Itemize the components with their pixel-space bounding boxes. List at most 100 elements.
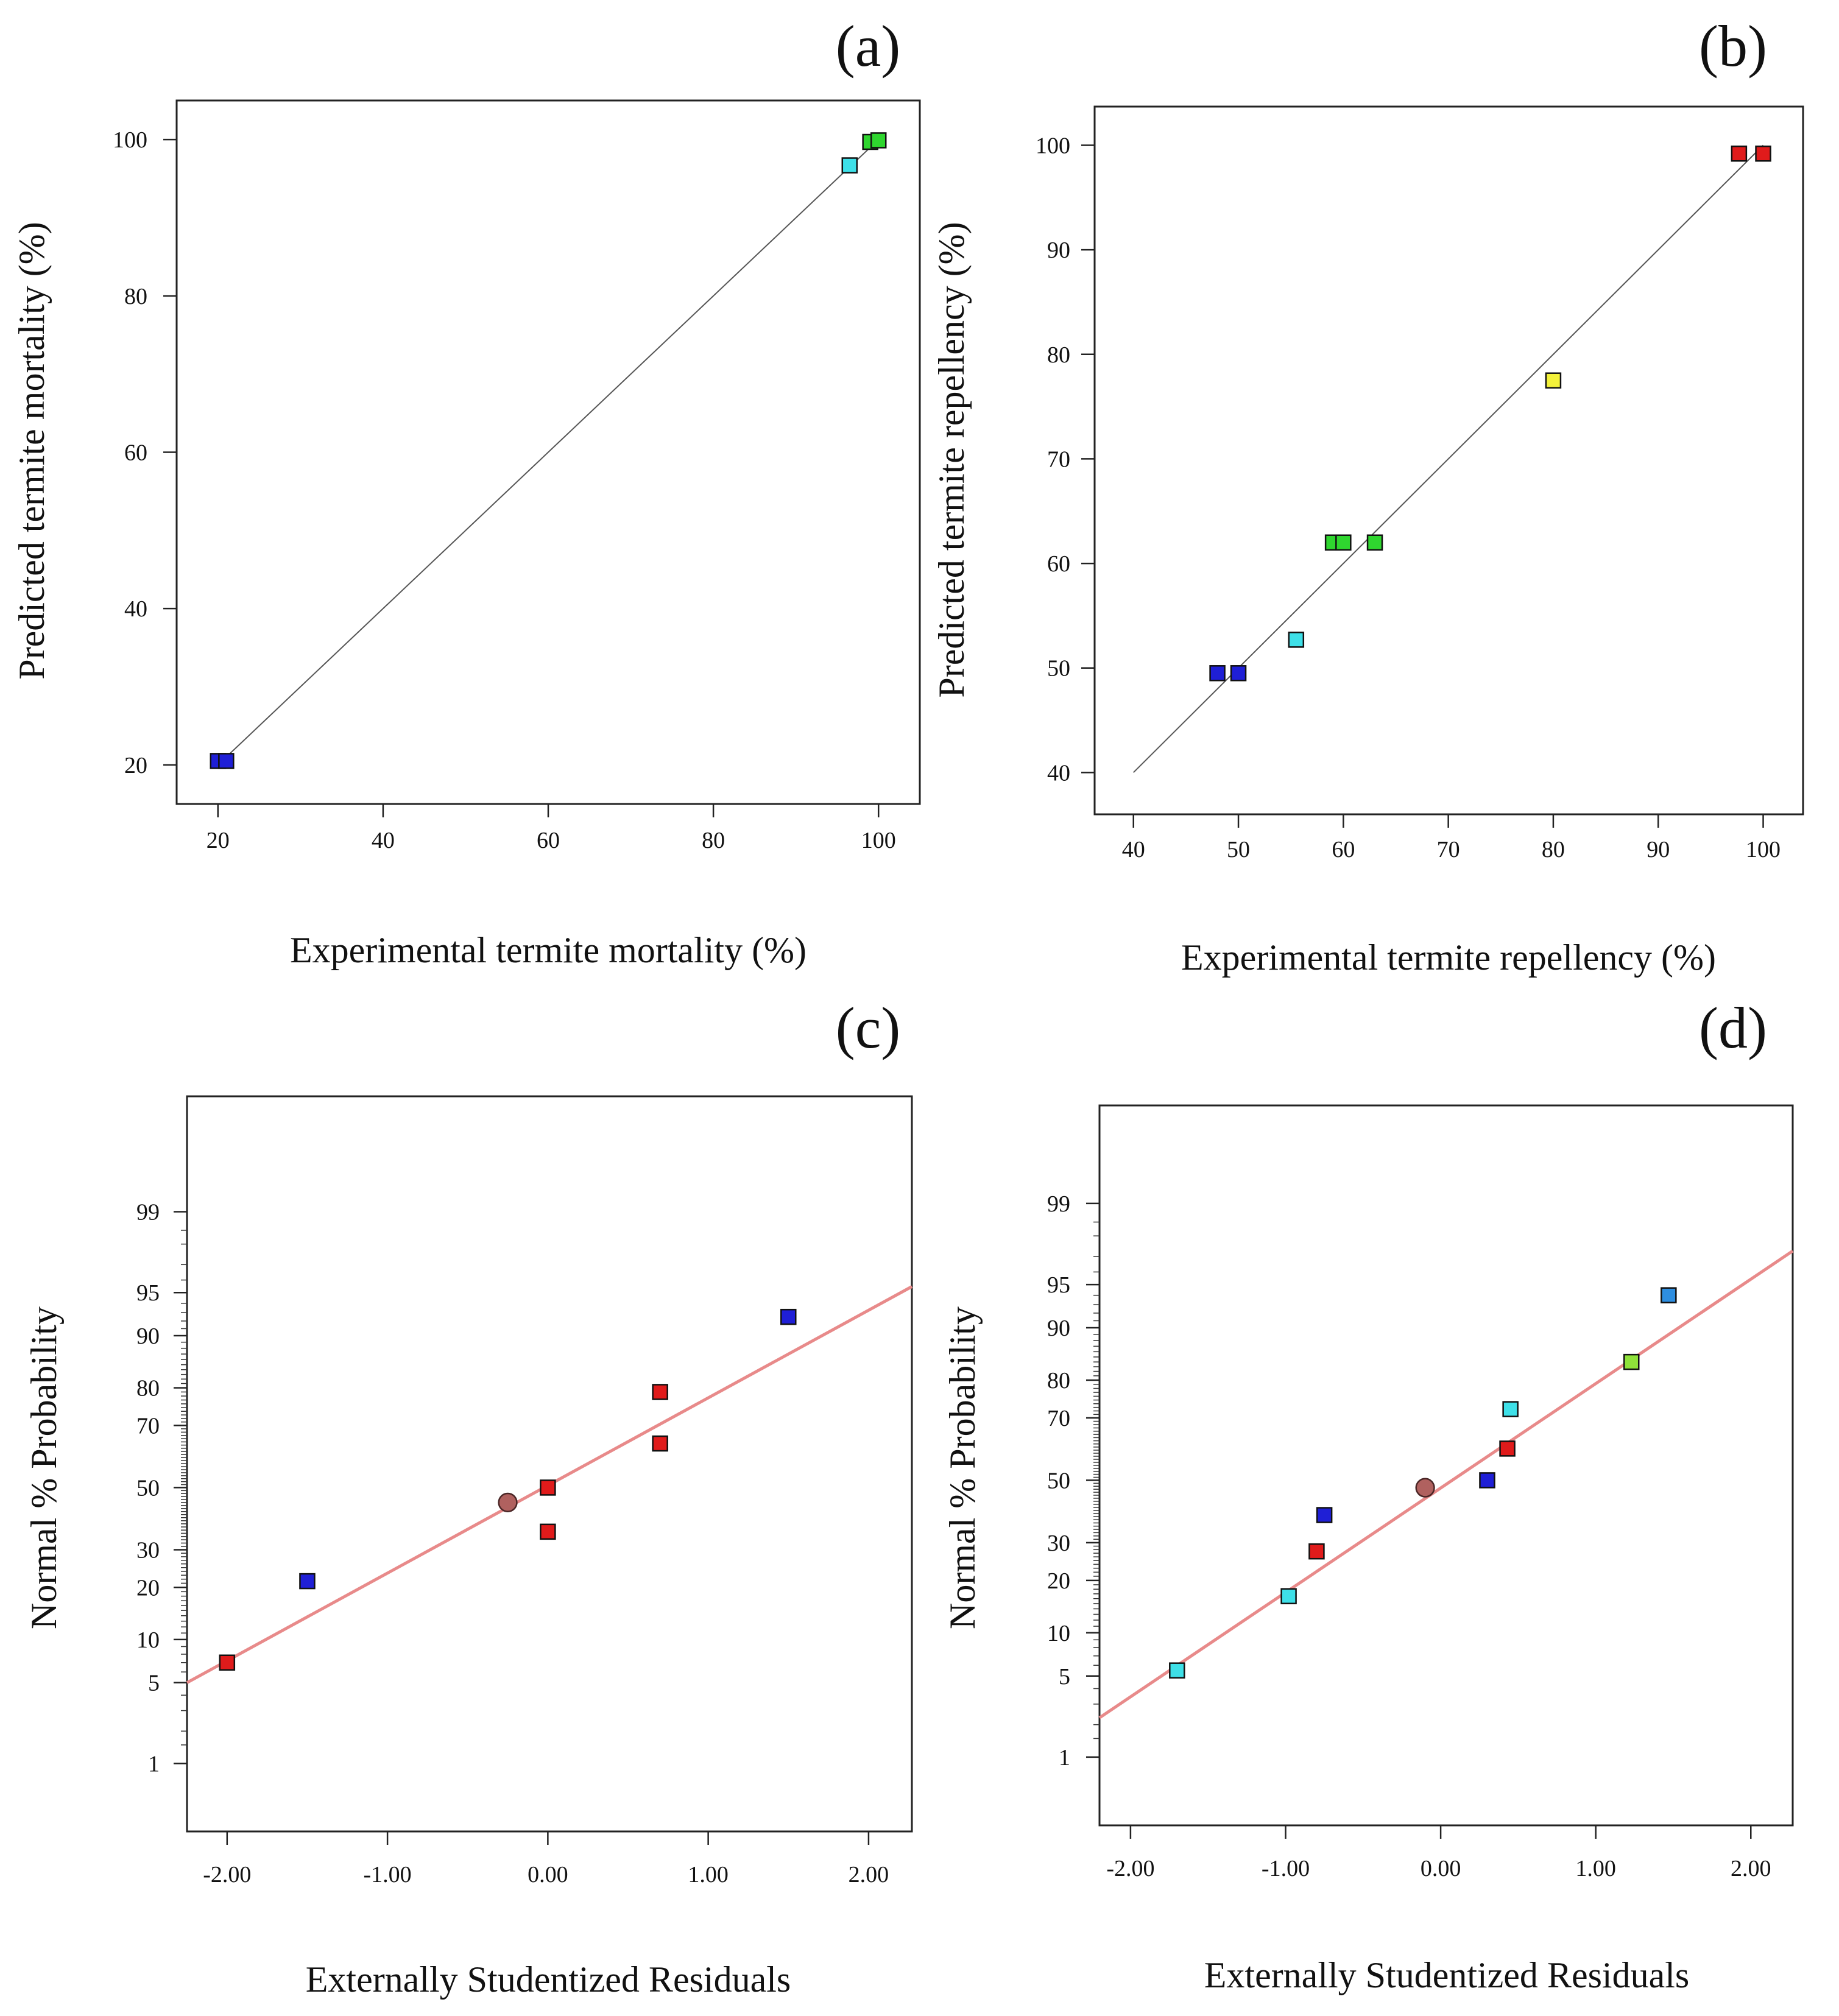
x-tick-label: 60 xyxy=(537,828,560,853)
y-axis-title: Predicted termite mortality (%) xyxy=(12,222,52,679)
x-tick-label: 40 xyxy=(1122,837,1145,862)
x-axis-title: Experimental termite repellency (%) xyxy=(1181,937,1716,978)
x-tick-label: 1.00 xyxy=(688,1862,729,1887)
data-point xyxy=(652,1435,668,1452)
y-tick-label: 100 xyxy=(1036,133,1070,159)
y-tick-label: 30 xyxy=(136,1538,160,1563)
y-tick-label: 20 xyxy=(1047,1568,1070,1594)
data-point xyxy=(1335,534,1352,551)
x-tick-label: -2.00 xyxy=(203,1862,251,1887)
x-tick-label: 90 xyxy=(1647,837,1670,862)
plot-frame xyxy=(1098,1104,1794,1827)
y-tick-label: 50 xyxy=(1047,656,1070,682)
data-point xyxy=(1545,372,1562,389)
panel-label: (d) xyxy=(1699,995,1767,1060)
x-tick-label: 0.00 xyxy=(1421,1856,1461,1881)
panel-a: 20 40 60 80 100 20 40 60 80 100 Experimental termi… xyxy=(12,13,921,970)
fit-line xyxy=(1098,1249,1794,1719)
y-tick-label: 50 xyxy=(136,1475,160,1501)
data-point xyxy=(780,1308,797,1325)
y-tick-label: 40 xyxy=(1047,760,1070,786)
x-tick-label: 100 xyxy=(861,828,896,853)
y-tick-label: 70 xyxy=(136,1413,160,1439)
y-tick-label: 95 xyxy=(136,1280,160,1306)
y-tick-label: 5 xyxy=(1059,1664,1070,1690)
x-tick-label: 1.00 xyxy=(1575,1856,1616,1881)
y-tick-label: 1 xyxy=(1059,1745,1070,1771)
y-tick-label: 50 xyxy=(1047,1468,1070,1493)
y-axis-title: Predicted termite repellency (%) xyxy=(931,222,972,697)
y-tick-label: 40 xyxy=(124,596,147,622)
y-tick-label: 10 xyxy=(1047,1621,1070,1646)
y-tick-label: 99 xyxy=(136,1200,160,1225)
panel-label: (a) xyxy=(836,13,901,79)
data-point xyxy=(870,132,887,149)
data-point xyxy=(1308,1543,1325,1560)
y-tick-label: 80 xyxy=(1047,342,1070,368)
data-point xyxy=(1316,1507,1333,1523)
panel-b: 40 50 60 70 80 90 100 40 50 60 70 80 90 100 Experiment… xyxy=(931,13,1804,978)
y-tick-label: 90 xyxy=(1047,1316,1070,1341)
data-point xyxy=(1288,632,1305,648)
y-tick-label: 90 xyxy=(1047,238,1070,263)
y-tick-label: 30 xyxy=(1047,1531,1070,1556)
y-tick-label: 70 xyxy=(1047,1406,1070,1431)
data-point xyxy=(299,1573,316,1590)
data-point xyxy=(1415,1478,1435,1498)
plot-frame xyxy=(186,1095,913,1833)
data-point xyxy=(1169,1662,1185,1679)
y-tick-label: 80 xyxy=(136,1376,160,1401)
panel-c: 1 5 10 20 30 50 70 80 90 95 99 -2.00 -1.00 0.00 1.00 2.… xyxy=(24,995,913,2000)
y-tick-label: 1 xyxy=(148,1751,160,1777)
data-point xyxy=(1661,1287,1677,1303)
y-tick-label: 60 xyxy=(1047,551,1070,577)
panel-label: (b) xyxy=(1699,13,1767,79)
x-tick-label: -1.00 xyxy=(364,1862,412,1887)
y-tick-label: 95 xyxy=(1047,1272,1070,1298)
y-tick-label: 5 xyxy=(148,1671,160,1696)
x-axis-title: Externally Studentized Residuals xyxy=(306,1959,791,2000)
x-tick-label: 0.00 xyxy=(528,1862,568,1887)
data-point xyxy=(1623,1353,1640,1370)
x-tick-label: -2.00 xyxy=(1106,1856,1154,1881)
data-point xyxy=(1755,145,1771,162)
data-point xyxy=(1502,1401,1519,1417)
data-point xyxy=(1499,1440,1516,1457)
y-tick-label: 99 xyxy=(1047,1191,1070,1217)
x-tick-label: -1.00 xyxy=(1262,1856,1310,1881)
x-tick-label: 60 xyxy=(1332,837,1355,862)
x-tick-label: 80 xyxy=(702,828,725,853)
x-tick-label: 80 xyxy=(1542,837,1565,862)
x-tick-label: 2.00 xyxy=(849,1862,889,1887)
data-point xyxy=(1209,665,1226,682)
data-point xyxy=(1366,534,1383,551)
data-point xyxy=(540,1479,556,1496)
y-tick-label: 80 xyxy=(1047,1368,1070,1394)
x-tick-label: 2.00 xyxy=(1731,1856,1771,1881)
y-tick-label: 70 xyxy=(1047,446,1070,472)
data-point xyxy=(652,1384,668,1400)
data-point xyxy=(1731,145,1748,162)
identity-line xyxy=(217,139,879,766)
x-tick-label: 70 xyxy=(1437,837,1460,862)
data-point xyxy=(1280,1588,1297,1604)
panel-d: 1 5 10 20 30 50 70 80 90 95 99 -2.00 -1.00 0.00 1.00 2.… xyxy=(942,995,1794,1995)
data-point xyxy=(219,1654,236,1671)
y-axis-title: Normal % Probability xyxy=(24,1306,64,1629)
y-tick-label: 100 xyxy=(113,127,147,153)
data-point xyxy=(498,1492,518,1513)
x-axis-title: Externally Studentized Residuals xyxy=(1204,1955,1690,1995)
data-point xyxy=(1230,665,1247,682)
panel-label: (c) xyxy=(836,995,901,1060)
y-tick-label: 20 xyxy=(136,1575,160,1601)
data-point xyxy=(841,157,858,174)
y-tick-label: 90 xyxy=(136,1323,160,1349)
x-axis-title: Experimental termite mortality (%) xyxy=(290,930,807,970)
data-point xyxy=(218,753,235,769)
y-tick-label: 20 xyxy=(124,753,147,778)
x-tick-label: 40 xyxy=(372,828,395,853)
data-point xyxy=(1479,1472,1495,1489)
y-tick-label: 10 xyxy=(136,1627,160,1653)
y-axis-title: Normal % Probability xyxy=(942,1306,983,1629)
